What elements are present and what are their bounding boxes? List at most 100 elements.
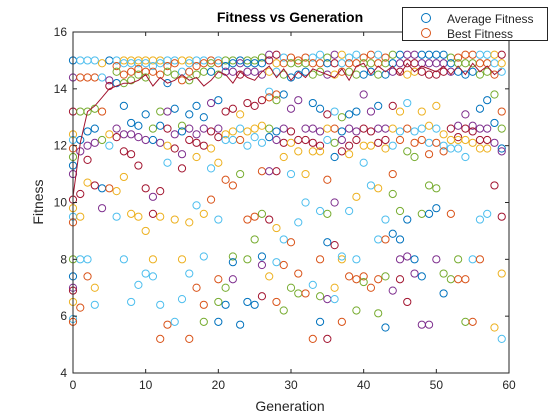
scatter-point: [141, 110, 150, 119]
scatter-point: [301, 289, 310, 298]
scatter-point: [315, 67, 325, 76]
scatter-point: [199, 113, 208, 122]
scatter-point: [206, 144, 216, 153]
scatter-point: [127, 297, 136, 307]
scatter-point: [127, 130, 136, 139]
scatter-point: [156, 121, 165, 130]
scatter-point: [345, 110, 354, 119]
scatter-point: [156, 212, 165, 221]
scatter-point: [97, 204, 107, 213]
scatter-point: [490, 181, 499, 190]
scatter-point: [236, 110, 245, 119]
scatter-point: [483, 144, 492, 153]
scatter-point: [265, 56, 274, 65]
scatter-point: [497, 144, 506, 153]
scatter-point: [308, 53, 317, 62]
scatter-point: [345, 206, 354, 216]
scatter-point: [199, 141, 208, 150]
scatter-point: [221, 300, 230, 309]
scatter-point: [468, 67, 477, 76]
y-tick-label: 10: [54, 196, 68, 210]
scatter-point: [141, 226, 150, 236]
scatter-point: [330, 295, 339, 304]
scatter-point: [90, 181, 99, 190]
legend-marker-best: [421, 28, 431, 38]
best-line: [72, 62, 503, 197]
scatter-point: [199, 209, 208, 218]
scatter-point: [439, 289, 448, 298]
scatter-point: [257, 53, 267, 62]
scatter-point: [294, 56, 303, 65]
scatter-point: [439, 269, 448, 278]
scatter-point: [468, 138, 477, 147]
scatter-point: [388, 286, 397, 295]
scatter-point: [119, 255, 128, 264]
scatter-point: [403, 215, 412, 224]
scatter-point: [345, 141, 354, 150]
scatter-point: [497, 269, 506, 278]
scatter-point: [446, 209, 455, 218]
scatter-point: [301, 169, 310, 179]
y-tick-label: 12: [54, 139, 68, 153]
scatter-point: [424, 121, 434, 130]
scatter-point: [83, 155, 92, 164]
scatter-point: [352, 255, 361, 264]
scatter-point: [381, 323, 390, 332]
scatter-point: [301, 67, 310, 76]
scatter-point: [148, 209, 158, 218]
scatter-point: [199, 124, 208, 133]
scatter-point: [424, 209, 434, 218]
scatter-point: [301, 135, 310, 145]
scatter-point: [439, 141, 448, 150]
scatter-point: [403, 124, 412, 133]
scatter-point: [112, 124, 121, 133]
scatter-point: [483, 67, 492, 76]
scatter-point: [236, 320, 245, 329]
scatter-point: [265, 133, 274, 142]
scatter-point: [97, 107, 107, 116]
scatter-point: [170, 130, 179, 139]
scatter-point: [228, 127, 237, 136]
scatter-point: [395, 275, 405, 284]
scatter-point: [265, 93, 274, 102]
scatter-point: [381, 70, 390, 79]
scatter-point: [119, 101, 128, 110]
scatter-point: [337, 252, 346, 261]
scatter-point: [163, 107, 172, 116]
scatter-point: [148, 62, 158, 71]
ticks: 0 10 20 30 40 50 60 4 6 8 10 12 14 16: [54, 25, 516, 392]
scatter-point: [272, 135, 281, 145]
scatter-point: [206, 195, 216, 204]
x-tick-label: 40: [357, 378, 371, 392]
scatter-point: [432, 101, 441, 110]
scatter-point: [257, 260, 267, 270]
scatter-point: [286, 283, 296, 292]
scatter-point: [119, 172, 128, 182]
scatter-point: [250, 212, 259, 221]
scatter-point: [243, 297, 252, 307]
scatter-point: [214, 158, 223, 167]
scatter-point: [388, 169, 397, 179]
scatter-point: [163, 158, 172, 167]
scatter-point: [141, 184, 150, 193]
y-tick-label: 8: [60, 252, 67, 266]
scatter-point: [250, 124, 259, 133]
scatter-point: [286, 238, 296, 247]
scatter-point: [206, 67, 216, 76]
scatter-point: [257, 121, 267, 130]
scatter-point: [381, 53, 390, 62]
scatter-point: [417, 124, 426, 133]
scatter-point: [279, 90, 288, 99]
scatter-point: [352, 192, 361, 201]
scatter-point: [185, 59, 194, 68]
scatter-point: [279, 235, 288, 244]
scatter-point: [170, 317, 179, 326]
scatter-point: [315, 104, 325, 113]
scatter-point: [294, 218, 303, 227]
scatter-point: [250, 67, 259, 76]
scatter-point: [177, 127, 187, 136]
scatter-point: [185, 67, 194, 76]
scatter-point: [112, 212, 121, 221]
scatter-point: [250, 101, 259, 110]
